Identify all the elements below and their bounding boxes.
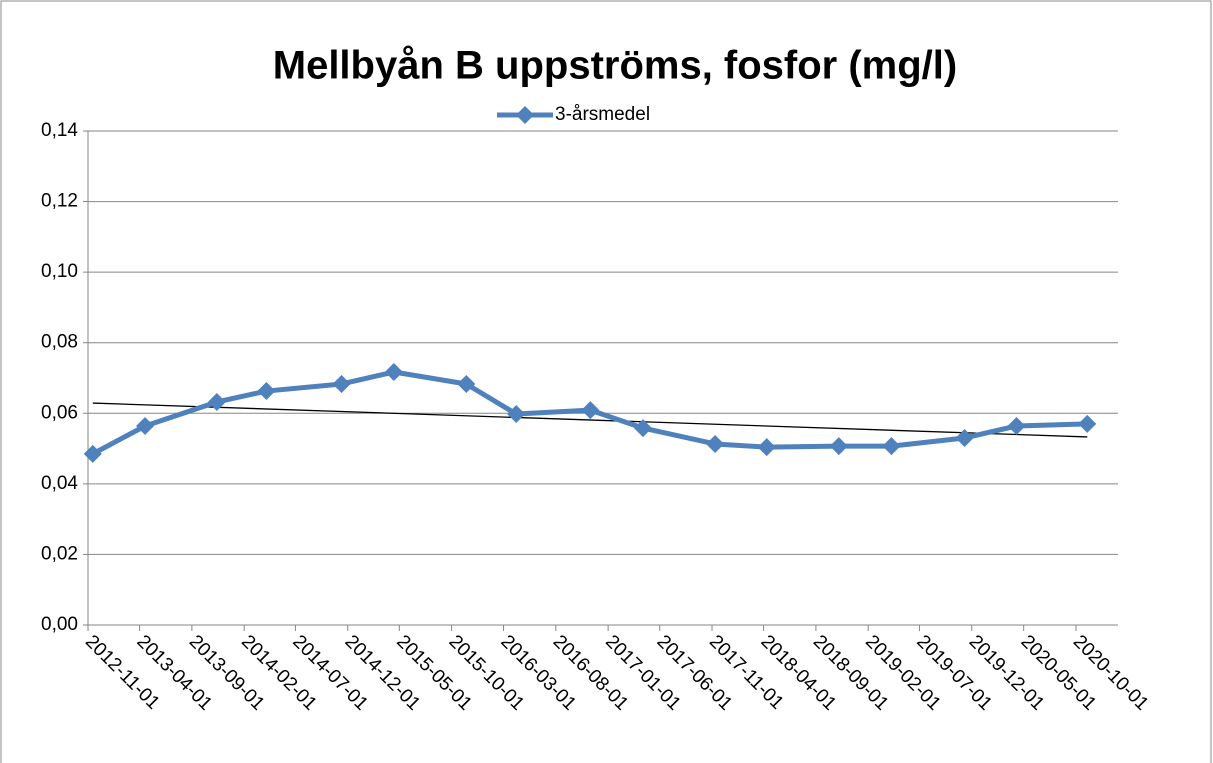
data-point <box>136 416 155 435</box>
y-tick-label: 0,08 <box>41 332 78 353</box>
data-point <box>457 374 476 393</box>
y-tick-label: 0,12 <box>41 191 78 212</box>
chart-title: Mellbyån B uppströms, fosfor (mg/l) <box>273 44 957 88</box>
data-point <box>581 401 600 420</box>
data-point <box>706 434 725 453</box>
data-point <box>83 444 102 463</box>
data-point <box>882 437 901 456</box>
legend-marker <box>516 106 534 124</box>
data-point <box>955 428 974 447</box>
data-point <box>1007 416 1026 435</box>
trendline <box>92 402 1088 438</box>
y-tick-label: 0,04 <box>41 473 78 494</box>
data-point <box>1078 414 1097 433</box>
y-tick-label: 0,06 <box>41 402 78 423</box>
y-tick-label: 0,10 <box>41 261 78 282</box>
data-point <box>757 438 776 457</box>
legend-label: 3-årsmedel <box>555 104 650 125</box>
data-point <box>257 382 276 401</box>
y-tick-label: 0,02 <box>41 543 78 564</box>
y-tick-label: 0,00 <box>41 614 78 635</box>
data-point <box>332 374 351 393</box>
data-point <box>384 363 403 382</box>
data-point <box>829 437 848 456</box>
data-point <box>633 419 652 438</box>
y-tick-label: 0,14 <box>41 120 78 141</box>
data-point <box>507 404 526 423</box>
data-point <box>207 392 226 411</box>
